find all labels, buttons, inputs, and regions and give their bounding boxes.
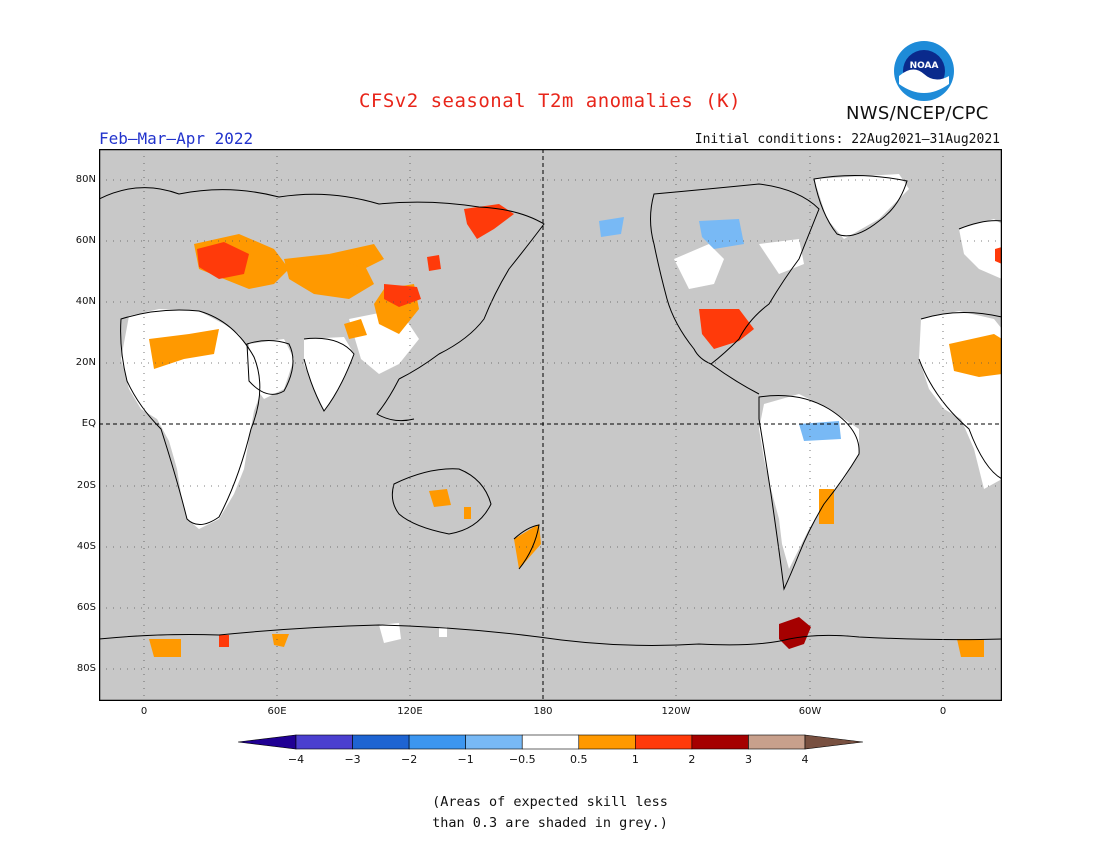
agency-label: NWS/NCEP/CPC xyxy=(846,103,989,124)
lat-label: 80S xyxy=(76,663,96,674)
lat-label: EQ xyxy=(81,418,96,429)
colorbar-box xyxy=(521,734,580,750)
lat-label: 80N xyxy=(75,174,96,185)
colorbar-label: 1 xyxy=(632,753,639,766)
lat-label: 40S xyxy=(76,541,96,552)
colorbar-segments xyxy=(238,734,863,750)
chart-title: CFSv2 seasonal T2m anomalies (K) xyxy=(358,90,742,112)
colorbar-box xyxy=(748,734,806,750)
lat-label: 60N xyxy=(75,235,96,246)
colorbar-box xyxy=(691,734,749,750)
forecast-period: Feb–Mar–Apr 2022 xyxy=(99,129,254,148)
lon-labels: 0 60E 120E 180 120W 60W 0 xyxy=(99,706,1002,722)
noaa-logo-text: NOAA xyxy=(910,61,939,71)
anomaly-darkred xyxy=(779,617,811,649)
footnote-line: than 0.3 are shaded in grey.) xyxy=(432,815,668,831)
lon-label: 60E xyxy=(267,706,287,717)
colorbar-label: −4 xyxy=(288,753,304,766)
lon-label: 0 xyxy=(939,706,947,717)
anomaly-red xyxy=(197,204,1002,647)
lon-label: 120E xyxy=(397,706,423,717)
colorbar: −4 −3 −2 −1 −0.5 0.5 1 2 3 4 xyxy=(238,734,863,766)
anomaly-map xyxy=(99,149,1002,701)
colorbar-label: 4 xyxy=(802,753,809,766)
footnote-line: (Areas of expected skill less xyxy=(432,794,668,810)
colorbar-arrow-right xyxy=(804,734,863,750)
equator-dateline xyxy=(99,149,1002,701)
lat-label: 20N xyxy=(75,357,96,368)
lon-label: 180 xyxy=(533,706,553,717)
colorbar-label: 0.5 xyxy=(570,753,588,766)
colorbar-box xyxy=(578,734,636,750)
colorbar-box xyxy=(635,734,693,750)
colorbar-label: 3 xyxy=(745,753,752,766)
colorbar-labels: −4 −3 −2 −1 −0.5 0.5 1 2 3 4 xyxy=(288,753,809,766)
lon-label: 120W xyxy=(661,706,691,717)
lat-label: 60S xyxy=(76,602,96,613)
colorbar-label: −0.5 xyxy=(509,753,536,766)
lat-label: 40N xyxy=(75,296,96,307)
lat-labels: 80N 60N 40N 20N EQ 20S 40S 60S 80S xyxy=(62,149,96,701)
lon-label: 60W xyxy=(798,706,822,717)
noaa-logo: NOAA xyxy=(894,41,954,101)
coastlines xyxy=(99,174,1002,646)
colorbar-label: 2 xyxy=(688,753,695,766)
footnote: (Areas of expected skill less than 0.3 a… xyxy=(0,792,1100,834)
gridlines xyxy=(99,149,1002,701)
colorbar-box xyxy=(408,734,466,750)
anomaly-blue xyxy=(599,217,841,441)
colorbar-label: −1 xyxy=(458,753,474,766)
lat-label: 20S xyxy=(76,480,96,491)
colorbar-box xyxy=(295,734,353,750)
colorbar-box xyxy=(465,734,523,750)
colorbar-box xyxy=(352,734,410,750)
colorbar-arrow-left xyxy=(238,734,297,750)
lon-label: 0 xyxy=(140,706,148,717)
colorbar-label: −2 xyxy=(401,753,417,766)
initial-conditions: Initial conditions: 22Aug2021–31Aug2021 xyxy=(694,132,1000,147)
colorbar-label: −3 xyxy=(344,753,360,766)
